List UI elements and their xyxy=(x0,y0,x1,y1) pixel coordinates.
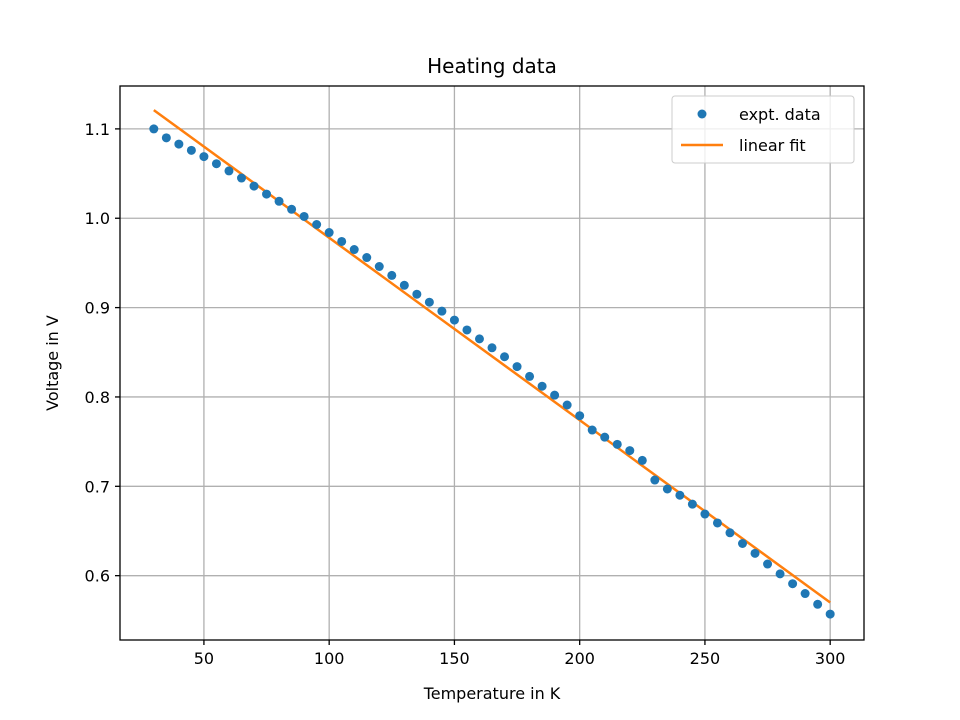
data-point xyxy=(262,189,272,199)
legend-marker-expt-data xyxy=(697,109,707,119)
data-point xyxy=(337,236,347,246)
data-point xyxy=(587,425,597,435)
data-point xyxy=(474,334,484,344)
legend-label-linear-fit: linear fit xyxy=(739,136,806,155)
data-point xyxy=(186,145,196,155)
y-tick-label: 0.9 xyxy=(85,299,110,318)
data-point xyxy=(675,490,685,500)
x-tick-label: 150 xyxy=(439,649,470,668)
data-point xyxy=(525,371,535,381)
data-point xyxy=(211,159,221,169)
data-point xyxy=(399,280,409,290)
data-point xyxy=(662,484,672,494)
data-point xyxy=(174,139,184,149)
x-tick-label: 200 xyxy=(564,649,595,668)
data-point xyxy=(712,518,722,528)
data-point xyxy=(424,297,434,307)
data-point xyxy=(600,432,610,442)
data-point xyxy=(575,411,585,421)
data-point xyxy=(612,439,622,449)
data-point xyxy=(387,270,397,280)
y-tick-label: 1.0 xyxy=(85,209,110,228)
data-point xyxy=(763,559,773,569)
data-point xyxy=(813,599,823,609)
data-point xyxy=(537,381,547,391)
data-point xyxy=(449,315,459,325)
data-point xyxy=(487,343,497,353)
chart-title: Heating data xyxy=(427,54,557,78)
data-point xyxy=(362,253,372,263)
data-points-layer xyxy=(149,124,835,619)
data-point xyxy=(788,579,798,589)
data-point xyxy=(312,220,322,229)
axis-ticks: 50 100 150 200 250 300 0.6 0.7 0.8 0.9 1.0 1.1 xyxy=(85,120,846,668)
y-axis-label: Voltage in V xyxy=(43,315,62,411)
plot-frame xyxy=(119,85,865,641)
data-point xyxy=(462,325,472,335)
data-point xyxy=(750,548,760,558)
data-point xyxy=(249,181,259,191)
data-point xyxy=(149,124,159,134)
data-point xyxy=(437,306,447,316)
data-point xyxy=(562,400,572,410)
data-point xyxy=(825,609,835,619)
data-point xyxy=(299,211,309,221)
data-point xyxy=(550,390,560,400)
x-tick-label: 250 xyxy=(690,649,721,668)
data-point xyxy=(800,589,810,599)
data-point xyxy=(650,475,660,485)
data-point xyxy=(224,166,234,176)
data-point xyxy=(738,538,748,548)
data-point xyxy=(775,569,785,579)
data-point xyxy=(700,509,710,519)
data-point xyxy=(161,133,171,143)
data-point xyxy=(625,446,635,456)
data-point xyxy=(500,352,510,362)
data-point xyxy=(687,499,697,509)
data-point xyxy=(324,228,334,238)
data-point xyxy=(349,245,359,255)
x-tick-label: 100 xyxy=(314,649,345,668)
data-point xyxy=(412,289,422,299)
y-tick-label: 0.8 xyxy=(85,388,110,407)
data-point xyxy=(236,173,246,183)
y-tick-label: 0.6 xyxy=(85,567,110,586)
data-point xyxy=(199,152,209,162)
x-tick-label: 50 xyxy=(194,649,214,668)
grid xyxy=(120,86,864,640)
legend: expt. data linear fit xyxy=(671,95,855,164)
data-point xyxy=(287,204,297,214)
y-tick-label: 0.7 xyxy=(85,477,110,496)
legend-label-expt-data: expt. data xyxy=(739,105,821,124)
data-point xyxy=(274,196,284,206)
x-tick-label: 300 xyxy=(815,649,846,668)
data-point xyxy=(374,261,384,271)
x-axis-label: Temperature in K xyxy=(423,684,561,703)
data-point xyxy=(725,528,735,538)
data-point xyxy=(637,455,647,465)
y-tick-label: 1.1 xyxy=(85,120,110,139)
data-point xyxy=(512,362,522,372)
